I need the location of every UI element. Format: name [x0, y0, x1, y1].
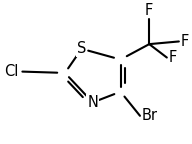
- Text: Br: Br: [142, 108, 158, 123]
- Text: S: S: [77, 41, 86, 56]
- Text: F: F: [169, 50, 177, 65]
- Text: F: F: [145, 3, 153, 18]
- Text: F: F: [181, 34, 189, 49]
- Text: Cl: Cl: [4, 64, 19, 79]
- Text: N: N: [87, 95, 98, 110]
